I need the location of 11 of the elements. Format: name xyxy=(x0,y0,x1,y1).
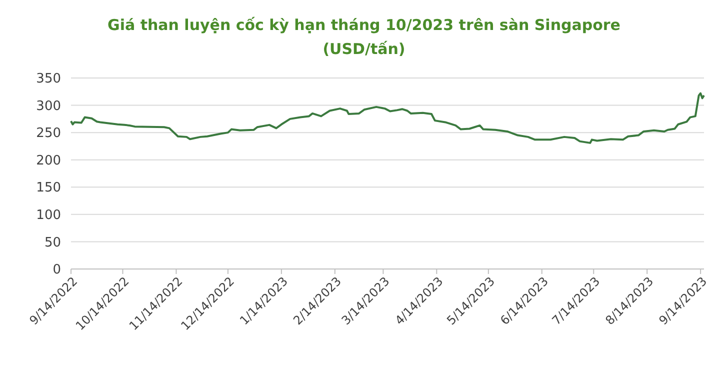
y-tick-label: 150 xyxy=(36,180,61,196)
y-tick-label: 200 xyxy=(36,153,61,168)
y-tick-label: 100 xyxy=(36,208,61,223)
chart-subtitle: (USD/tấn) xyxy=(322,40,406,58)
y-tick-label: 350 xyxy=(36,72,61,87)
y-tick-label: 250 xyxy=(36,126,61,142)
y-tick-label: 50 xyxy=(44,235,61,250)
chart-title: Giá than luyện cốc kỳ hạn tháng 10/2023 trên sàn Singapore xyxy=(108,16,620,34)
y-tick-label: 300 xyxy=(36,98,61,114)
line-series xyxy=(70,92,705,144)
y-tick-label: 0 xyxy=(52,262,61,278)
